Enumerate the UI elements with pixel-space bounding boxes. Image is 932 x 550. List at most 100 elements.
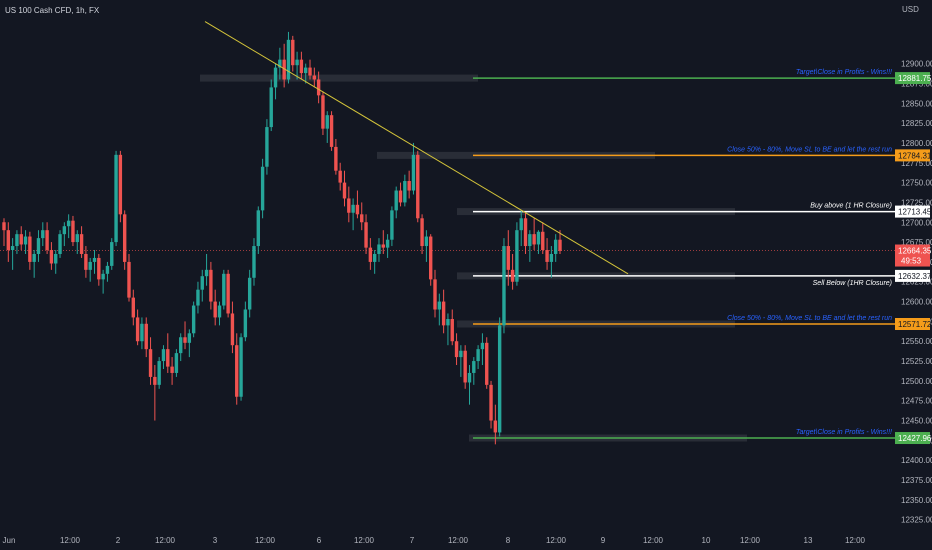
trendline-layer (204, 21, 629, 275)
candle-body (325, 115, 329, 129)
price-tag (895, 205, 930, 218)
y-tick-label: 12475.00 (901, 397, 932, 406)
candle-body (446, 319, 450, 326)
level-layer (0, 74, 895, 442)
x-tick-label: 12:00 (643, 536, 664, 545)
candles-layer (2, 31, 562, 445)
candle-body (291, 39, 295, 66)
candle-body (10, 246, 15, 251)
candle-body (32, 253, 36, 262)
candle-body (127, 261, 131, 298)
price-tag-label: 12881.75 (898, 74, 932, 83)
candle-body (273, 67, 278, 88)
candle-body (485, 342, 489, 385)
candle-body (260, 166, 265, 211)
x-tick-label: 12:00 (448, 536, 469, 545)
candle-body (157, 361, 161, 385)
candle-body (247, 277, 252, 310)
candle-body (170, 366, 174, 373)
price-tag-label: 12571.72 (898, 320, 932, 329)
candle-body (179, 337, 183, 354)
candle-body (239, 337, 243, 397)
price-tag-label: 12427.96 (898, 434, 932, 443)
candle-body (351, 204, 355, 213)
candle-body (161, 349, 166, 362)
x-tick-label: 12:00 (740, 536, 761, 545)
price-tag-label: 12784.31 (898, 151, 932, 160)
y-tick-label: 12450.00 (901, 417, 932, 426)
price-tag (895, 72, 930, 85)
price-tag (895, 432, 930, 445)
candle-body (286, 39, 291, 80)
candle-body (459, 350, 463, 358)
candle-body (355, 204, 360, 215)
candle-body (79, 234, 84, 254)
candle-body (45, 230, 49, 251)
y-tick-label: 12700.00 (901, 218, 932, 227)
y-tick-label: 12725.00 (901, 198, 932, 207)
candle-body (97, 257, 101, 280)
candle-body (174, 353, 179, 373)
candle-body (269, 87, 273, 128)
candle-body (230, 313, 235, 346)
candle-body (118, 154, 123, 215)
candle-body (424, 236, 429, 247)
candle-body (88, 261, 92, 270)
x-tick-label: Jun (3, 536, 16, 545)
candle-body (420, 218, 424, 247)
x-tick-label: 10 (702, 536, 711, 545)
currency-label: USD (902, 5, 919, 14)
candle-body (252, 246, 256, 278)
candle-body (191, 305, 196, 334)
annotation-text: Close 50% - 80%, Move SL to BE and let t… (727, 315, 892, 322)
price-tag (895, 149, 930, 162)
candle-body (523, 218, 528, 247)
candle-body (114, 154, 118, 243)
price-axis[interactable]: 12900.0012875.0012850.0012825.0012800.00… (901, 60, 932, 525)
candle-body (519, 218, 523, 231)
candle-body (187, 333, 192, 343)
candle-body (312, 75, 317, 80)
x-tick-label: 6 (317, 536, 322, 545)
candle-body (166, 349, 170, 367)
candle-body (545, 250, 549, 262)
level-zone (200, 74, 478, 82)
time-axis[interactable]: Jun 12:00 2 12:00 3 12:00 6 12:00 7 12:00 8 12:00 9 1… (3, 536, 866, 545)
candle-body (278, 59, 282, 68)
candle-body (493, 420, 498, 433)
y-tick-label: 12800.00 (901, 139, 932, 148)
symbol-title[interactable]: US 100 Cash CFD, 1h, FX (5, 6, 100, 15)
y-tick-label: 12625.00 (901, 278, 932, 287)
y-tick-label: 12775.00 (901, 159, 932, 168)
y-tick-label: 12350.00 (901, 496, 932, 505)
y-tick-label: 12400.00 (901, 456, 932, 465)
x-tick-label: 12:00 (155, 536, 176, 545)
candle-body (19, 234, 23, 245)
candle-body (62, 226, 67, 235)
x-tick-label: 3 (213, 536, 218, 545)
countdown-label: 49:53 (901, 257, 922, 266)
candle-body (394, 190, 398, 211)
x-tick-label: 13 (804, 536, 813, 545)
y-tick-label: 12825.00 (901, 119, 932, 128)
trendline (204, 21, 629, 275)
x-tick-label: 12:00 (354, 536, 375, 545)
x-tick-label: 12:00 (845, 536, 866, 545)
candle-body (463, 350, 467, 383)
y-tick-label: 12325.00 (901, 516, 932, 525)
candle-body (381, 244, 385, 248)
price-tag-label: 12713.45 (898, 208, 932, 217)
candle-body (49, 250, 54, 264)
x-tick-label: 7 (410, 536, 415, 545)
candle-body (196, 289, 200, 306)
candle-body (23, 236, 28, 245)
annotation-text: Target\Close in Profits - Wins!!! (796, 69, 892, 76)
candle-body (553, 239, 558, 254)
candle-body (2, 222, 6, 231)
candle-body (153, 376, 157, 385)
candle-body (416, 154, 420, 219)
candle-body (92, 257, 97, 262)
candle-body (506, 246, 510, 270)
